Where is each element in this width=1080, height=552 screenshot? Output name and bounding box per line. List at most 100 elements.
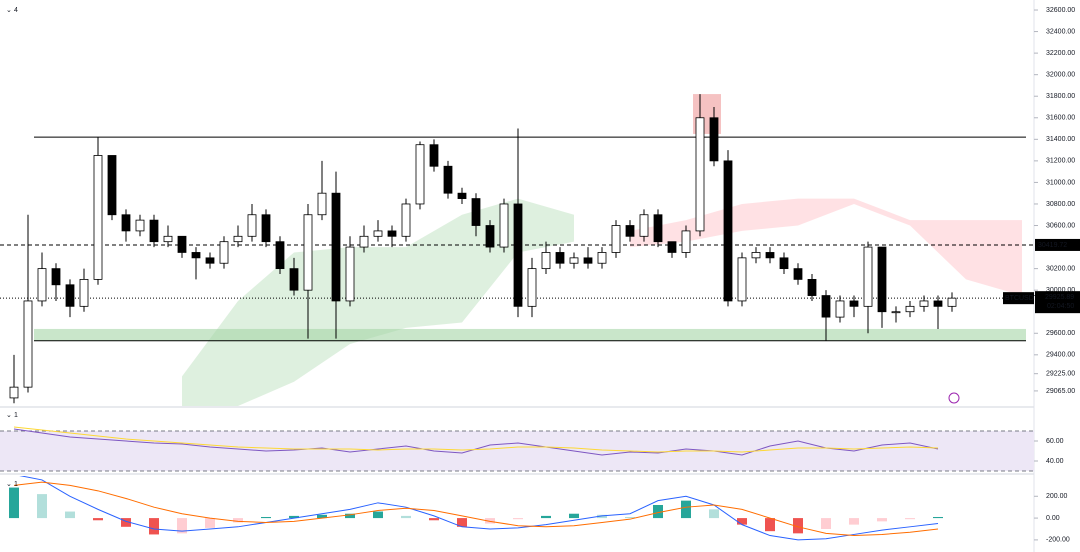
candle-body [611, 225, 621, 253]
candle-body [555, 252, 565, 264]
candle-body [723, 160, 733, 302]
support-zone [34, 328, 1026, 341]
y-tick-label: 31800.00 [1046, 93, 1075, 100]
candle-body [9, 386, 19, 399]
candle-body [919, 300, 929, 307]
histogram-bar [37, 494, 47, 519]
histogram-bar [765, 518, 775, 532]
candle-body [625, 225, 635, 237]
price-label-bg [1035, 291, 1080, 314]
y-tick-label: 0.00 [1046, 515, 1060, 522]
pane-collapse: ⌄ [6, 481, 12, 488]
pane-count: 4 [14, 7, 18, 14]
candle-body [93, 155, 103, 280]
histogram-bar [821, 518, 831, 529]
candle-body [149, 219, 159, 243]
candle-body [499, 203, 509, 248]
candle-body [177, 235, 187, 253]
y-tick-label: 31600.00 [1046, 115, 1075, 122]
candle-body [121, 214, 131, 232]
y-tick-label: 30000.00 [1046, 287, 1075, 294]
histogram-bar [625, 516, 635, 519]
histogram-bar [877, 518, 887, 522]
y-tick-label: 200.00 [1046, 493, 1068, 500]
y-tick-label: -200.00 [1046, 537, 1070, 544]
y-tick-label: 60.00 [1046, 438, 1064, 445]
candle-body [65, 284, 75, 307]
pane-count: 1 [14, 481, 18, 488]
candle-body [835, 300, 845, 318]
y-tick-label: 32200.00 [1046, 50, 1075, 57]
candle-body [807, 278, 817, 296]
histogram-bar [65, 511, 75, 519]
candle-body [863, 246, 873, 307]
candle-body [415, 144, 425, 205]
histogram-bar [233, 518, 243, 523]
histogram-bar [373, 511, 383, 519]
candle-body [37, 268, 47, 302]
histogram-bar [485, 518, 495, 524]
candle-body [485, 225, 495, 248]
histogram-bar [261, 516, 271, 519]
indicator-line [13, 481, 939, 537]
candle-body [275, 241, 285, 270]
candle-body [779, 257, 789, 270]
candle-body [695, 117, 705, 232]
symbol-label: BTCUSDT [1005, 295, 1039, 302]
level-label: 30419.72 [1038, 242, 1067, 249]
candle-body [289, 268, 299, 291]
alert-icon[interactable] [948, 392, 960, 404]
candle-body [163, 235, 173, 243]
y-tick-label: 40.00 [1046, 458, 1064, 465]
candle-body [359, 235, 369, 248]
histogram-bar [737, 518, 747, 525]
candle-body [583, 257, 593, 264]
candle-body [387, 230, 397, 237]
histogram-bar [149, 518, 159, 535]
histogram-bar [681, 500, 691, 519]
candle-body [79, 278, 89, 307]
candle-body [667, 241, 677, 253]
candle-body [303, 214, 313, 291]
candle-body [317, 192, 327, 216]
candle-body [457, 192, 467, 199]
candle-body [751, 252, 761, 259]
pane-collapse: ⌄ [6, 7, 12, 14]
candle-body [933, 300, 943, 307]
histogram-bar [93, 518, 103, 521]
candle-body [331, 192, 341, 302]
histogram-bar [121, 518, 131, 527]
indicator-line [13, 426, 939, 453]
histogram-bar [513, 518, 523, 520]
y-tick-label: 31200.00 [1046, 158, 1075, 165]
y-tick-label: 29225.00 [1046, 371, 1075, 378]
histogram-bar [793, 518, 803, 534]
y-tick-label: 30600.00 [1046, 222, 1075, 229]
candle-body [205, 257, 215, 264]
candle-body [513, 203, 523, 307]
candle-body [639, 214, 649, 237]
candle-body [793, 268, 803, 280]
candle-body [373, 230, 383, 237]
candle-body [681, 230, 691, 253]
y-tick-label: 31400.00 [1046, 136, 1075, 143]
histogram-bar [849, 518, 859, 525]
candle-body [261, 214, 271, 243]
last-price-label: 29925.89 [1045, 294, 1074, 301]
histogram-bar [597, 514, 607, 519]
y-tick-label: 32000.00 [1046, 72, 1075, 79]
histogram-bar [569, 513, 579, 519]
candle-body [401, 203, 411, 237]
y-tick-label: 29600.00 [1046, 330, 1075, 337]
indicator-line [19, 476, 939, 541]
y-tick-label: 29065.00 [1046, 388, 1075, 395]
cloud [182, 198, 574, 406]
price-label-bg [1003, 292, 1034, 305]
candle-body [107, 155, 117, 216]
candle-body [23, 300, 33, 388]
candle-body [849, 300, 859, 307]
histogram-bar [401, 515, 411, 519]
histogram-bar [541, 515, 551, 519]
rsi-pane [0, 426, 1034, 472]
